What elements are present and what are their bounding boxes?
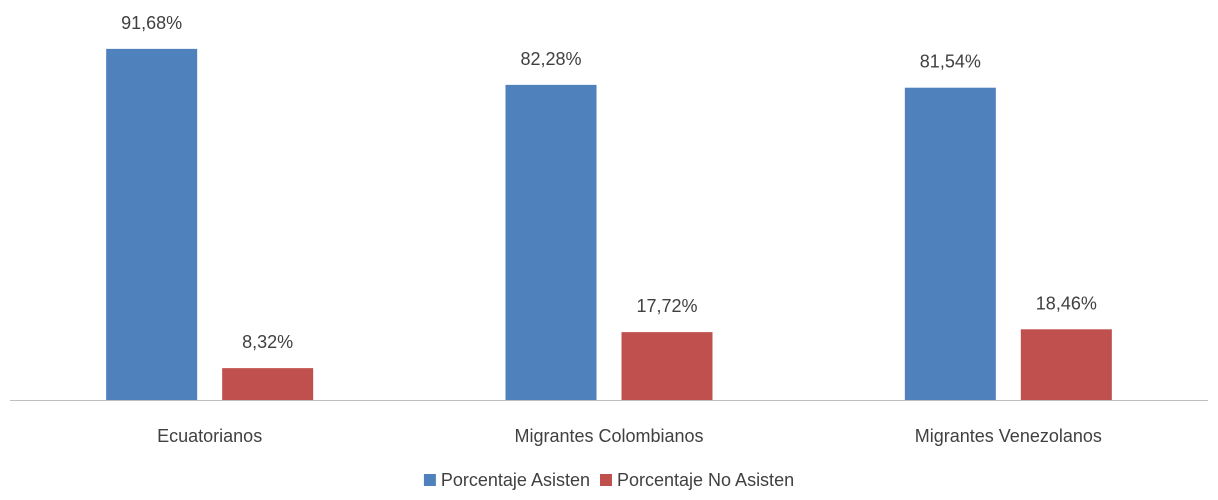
data-label-1-2: 18,46% [1036,293,1097,313]
legend-swatch-1 [599,474,612,486]
data-label-1-1: 17,72% [636,296,697,316]
bar-0-2 [904,87,996,401]
data-label-1-0: 8,32% [242,332,293,352]
data-label-0-0: 91,68% [121,13,182,33]
bar-1-1 [621,332,713,400]
data-label-0-1: 82,28% [520,49,581,69]
legend-label-0: Porcentaje Asisten [441,470,590,490]
bar-0-1 [505,84,597,400]
legend-swatch-0 [423,474,436,486]
bar-1-0 [222,368,314,400]
data-label-0-2: 81,54% [920,52,981,72]
category-label-1: Migrantes Colombianos [514,426,703,446]
category-label-0: Ecuatorianos [157,426,262,446]
bar-0-0 [106,48,198,400]
category-label-2: Migrantes Venezolanos [915,426,1102,446]
bar-1-2 [1020,329,1112,400]
legend-label-1: Porcentaje No Asisten [617,470,794,490]
